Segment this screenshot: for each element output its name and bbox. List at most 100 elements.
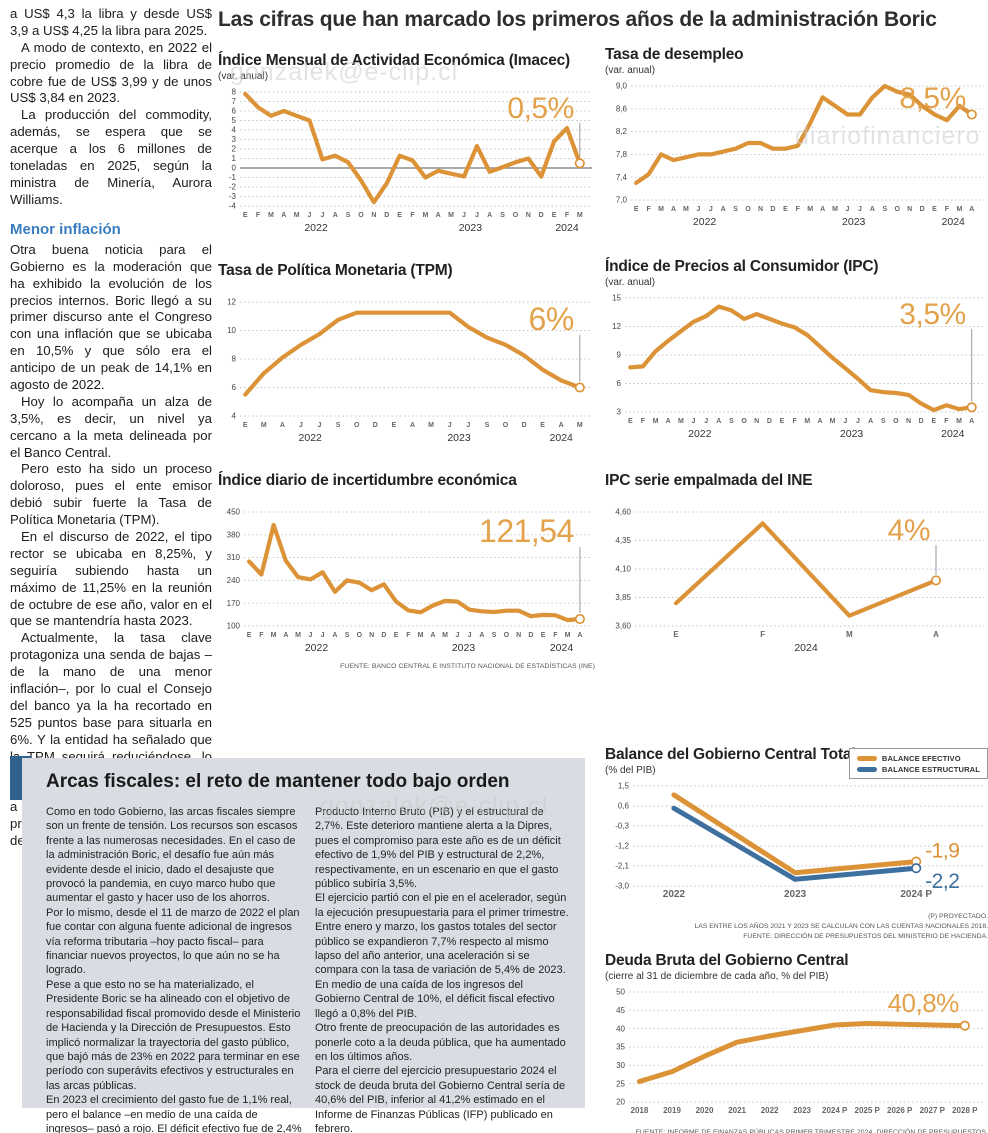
fiscal-column-2: Producto Interno Bruto (PIB) y el estruc… — [315, 805, 571, 1133]
fiscal-paragraph: Producto Interno Bruto (PIB) y el estruc… — [315, 806, 561, 891]
fiscal-section-title: Arcas fiscales: el reto de mantener todo… — [46, 771, 510, 792]
chart-deuda: Deuda Bruta del Gobierno Central (cierre… — [605, 952, 988, 1133]
svg-text:N: N — [526, 212, 531, 219]
svg-text:3,5%: 3,5% — [899, 298, 965, 331]
fiscal-paragraph: El ejercicio partió con el pie en el ace… — [315, 892, 569, 977]
svg-text:2018: 2018 — [631, 1106, 649, 1115]
svg-text:A: A — [933, 630, 939, 639]
svg-text:O: O — [745, 206, 751, 213]
chart-title: IPC serie empalmada del INE — [605, 472, 813, 489]
chart-tpm: Tasa de Política Monetaria (TPM) 12 10 8 6 4… — [218, 262, 595, 451]
svg-text:A: A — [332, 632, 337, 639]
svg-text:E: E — [552, 212, 557, 219]
svg-text:J: J — [299, 422, 303, 429]
svg-text:S: S — [882, 206, 887, 213]
svg-text:F: F — [793, 418, 798, 425]
svg-text:2022: 2022 — [304, 222, 328, 234]
svg-text:2023: 2023 — [784, 889, 807, 900]
svg-text:2027 P: 2027 P — [920, 1106, 946, 1115]
svg-text:0,5%: 0,5% — [507, 92, 573, 125]
svg-text:100: 100 — [227, 622, 241, 631]
svg-text:6: 6 — [617, 379, 622, 388]
svg-text:E: E — [392, 422, 397, 429]
svg-text:A: A — [559, 422, 564, 429]
svg-text:E: E — [243, 212, 248, 219]
svg-text:S: S — [346, 212, 351, 219]
chart-title: Tasa de Política Monetaria (TPM) — [218, 262, 453, 279]
svg-text:2023: 2023 — [447, 432, 471, 444]
svg-text:A: A — [281, 212, 286, 219]
svg-text:J: J — [320, 212, 324, 219]
svg-text:20: 20 — [616, 1098, 625, 1107]
svg-text:O: O — [354, 422, 360, 429]
svg-text:6%: 6% — [529, 301, 574, 337]
footnote: FUENTE: DIRECCIÓN DE PRESUPUESTOS DEL MI… — [743, 933, 988, 941]
fiscal-section: Arcas fiscales: el reto de mantener todo… — [22, 758, 585, 1133]
svg-text:D: D — [767, 418, 772, 425]
chart-title: Índice diario de incertidumbre económica — [218, 472, 517, 489]
svg-text:2023: 2023 — [842, 216, 866, 228]
svg-text:4,35: 4,35 — [615, 536, 631, 545]
svg-text:O: O — [893, 418, 899, 425]
svg-text:40: 40 — [616, 1024, 625, 1033]
chart-title: Balance del Gobierno Central Total — [605, 746, 856, 763]
svg-text:F: F — [410, 212, 415, 219]
svg-text:A: A — [577, 632, 582, 639]
svg-text:35: 35 — [616, 1043, 625, 1052]
svg-text:A: A — [487, 212, 492, 219]
svg-text:A: A — [969, 206, 974, 213]
svg-text:M: M — [653, 418, 659, 425]
svg-text:N: N — [369, 632, 374, 639]
svg-text:M: M — [683, 206, 689, 213]
svg-text:2021: 2021 — [728, 1106, 746, 1115]
svg-text:D: D — [381, 632, 386, 639]
svg-text:J: J — [475, 212, 479, 219]
svg-text:A: A — [479, 632, 484, 639]
chart-subtitle — [605, 491, 988, 504]
svg-text:D: D — [919, 418, 924, 425]
chart-subtitle: (cierre al 31 de diciembre de cada año, … — [605, 971, 829, 982]
svg-text:2020: 2020 — [696, 1106, 714, 1115]
chart-subtitle: (var. anual) — [605, 277, 656, 288]
svg-text:E: E — [394, 632, 399, 639]
svg-text:A: A — [716, 418, 721, 425]
fiscal-paragraph: En 2023 el crecimiento del gasto fue de … — [46, 1094, 302, 1133]
svg-text:F: F — [646, 206, 651, 213]
svg-text:A: A — [671, 206, 676, 213]
fiscal-paragraph: Por lo mismo, desde el 11 de marzo de 20… — [46, 906, 300, 977]
svg-text:1: 1 — [232, 154, 237, 163]
svg-text:4%: 4% — [888, 514, 930, 547]
svg-text:15: 15 — [612, 294, 621, 303]
chart-subtitle: (var. anual) — [605, 65, 656, 76]
svg-text:A: A — [436, 212, 441, 219]
svg-text:A: A — [817, 418, 822, 425]
svg-text:M: M — [418, 632, 424, 639]
svg-text:J: J — [448, 422, 452, 429]
svg-text:3,85: 3,85 — [615, 593, 631, 602]
svg-text:F: F — [256, 212, 261, 219]
svg-text:D: D — [920, 206, 925, 213]
svg-text:M: M — [271, 632, 277, 639]
svg-text:M: M — [832, 206, 838, 213]
fiscal-paragraph: En medio de una caída de los ingresos de… — [315, 978, 555, 1020]
svg-text:F: F — [565, 212, 570, 219]
svg-text:N: N — [371, 212, 376, 219]
svg-text:D: D — [528, 632, 533, 639]
svg-text:170: 170 — [227, 599, 241, 608]
article-paragraph: En el discurso de 2022, el tipo rector s… — [10, 529, 212, 629]
svg-text:-4: -4 — [229, 202, 237, 211]
ipc-ine-plot: 4,60 4,35 4,10 3,85 3,60 E F M A 2024 4% — [615, 508, 984, 654]
svg-text:2022: 2022 — [305, 642, 329, 654]
chart-source: FUENTE: INFORME DE FINANZAS PÚBLICAS PRI… — [635, 1129, 988, 1133]
svg-text:2026 P: 2026 P — [887, 1106, 913, 1115]
svg-text:F: F — [406, 632, 411, 639]
svg-text:2024: 2024 — [941, 428, 965, 440]
svg-text:25: 25 — [616, 1079, 625, 1088]
svg-text:3: 3 — [617, 408, 622, 417]
svg-text:2023: 2023 — [840, 428, 864, 440]
svg-text:M: M — [577, 212, 583, 219]
svg-text:S: S — [485, 422, 490, 429]
svg-text:-3: -3 — [229, 192, 237, 201]
svg-text:2022: 2022 — [663, 889, 686, 900]
